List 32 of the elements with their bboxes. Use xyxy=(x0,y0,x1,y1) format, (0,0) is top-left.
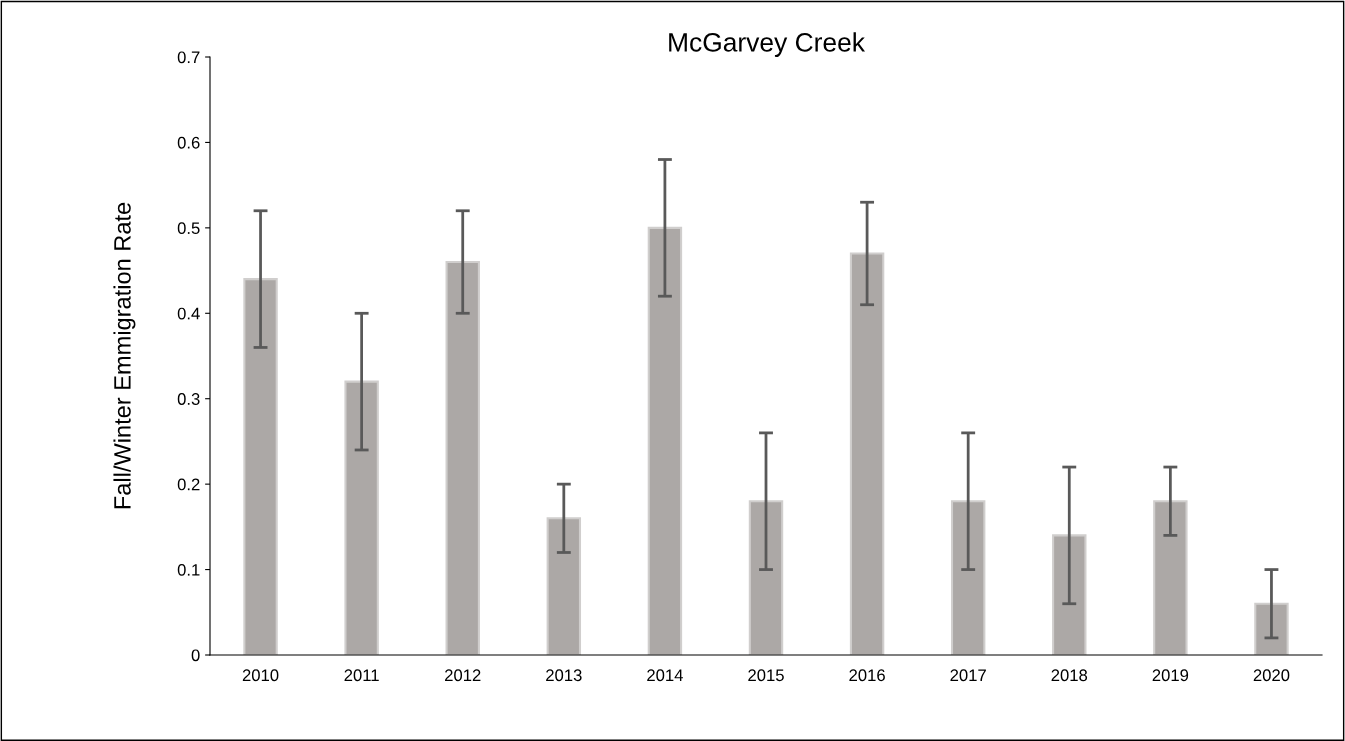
x-tick-label: 2011 xyxy=(344,669,379,682)
bar xyxy=(1254,602,1289,655)
y-tick-label: 0.4 xyxy=(177,307,200,320)
x-tick-label: 2019 xyxy=(1152,669,1189,682)
bar xyxy=(748,500,784,655)
x-tick-label: 2018 xyxy=(1051,669,1088,682)
bar xyxy=(243,278,278,655)
bar xyxy=(1153,500,1188,655)
y-tick-label: 0.2 xyxy=(177,478,200,491)
x-tick-label: 2014 xyxy=(647,669,683,682)
x-tick-label: 2015 xyxy=(748,669,784,682)
y-tick-label: 0.7 xyxy=(177,51,200,64)
bar xyxy=(445,260,480,655)
x-tick-label: 2017 xyxy=(950,669,986,682)
y-tick-label: 0 xyxy=(191,649,200,662)
chart-title: McGarvey Creek xyxy=(669,32,866,57)
bar xyxy=(950,500,986,655)
y-tick-label: 0.1 xyxy=(177,563,200,576)
x-tick-label: 2016 xyxy=(849,669,885,682)
y-tick-label: 0.5 xyxy=(177,222,200,235)
y-tick-label: 0.3 xyxy=(177,393,200,405)
bar xyxy=(546,517,582,655)
x-tick-label: 2020 xyxy=(1253,669,1290,682)
bar xyxy=(344,380,379,655)
x-tick-label: 2013 xyxy=(546,669,582,682)
y-tick-label: 0.6 xyxy=(177,136,200,149)
bar xyxy=(849,252,885,655)
x-tick-label: 2010 xyxy=(242,669,279,682)
bar xyxy=(1052,534,1087,655)
x-tick-label: 2012 xyxy=(445,669,481,682)
bar xyxy=(647,226,683,655)
y-axis-title: Fall/Winter Emmigration Rate xyxy=(113,202,136,509)
